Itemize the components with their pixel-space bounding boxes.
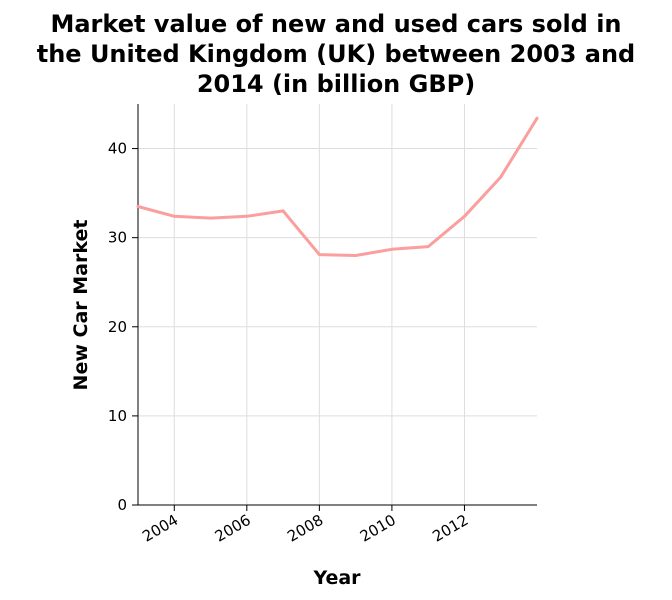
x-tick-label-2006: 2006: [212, 511, 254, 546]
data-point-2013: [499, 175, 503, 179]
y-tick-label-30: 30: [108, 229, 127, 247]
data-point-2007: [281, 209, 285, 213]
y-tick-label-40: 40: [108, 140, 127, 158]
x-tick-label-2010: 2010: [357, 511, 399, 546]
y-tick-label-10: 10: [108, 407, 127, 425]
x-axis-label: Year: [312, 567, 361, 589]
y-tick-label-20: 20: [108, 318, 127, 336]
series-layer: [136, 116, 539, 257]
data-point-2011: [426, 245, 430, 249]
y-tick-label-0: 0: [117, 496, 127, 514]
x-tick-label-2012: 2012: [429, 511, 471, 546]
data-point-2014: [535, 116, 539, 120]
data-point-2009: [354, 253, 358, 257]
data-point-2004: [172, 214, 176, 218]
x-tick-label-2008: 2008: [284, 511, 326, 546]
chart-title-line-3: 2014 (in billion GBP): [197, 70, 475, 98]
series-line-0: [136, 116, 539, 257]
data-point-2010: [390, 247, 394, 251]
x-tick-label-2004: 2004: [139, 511, 181, 546]
chart-title-line-1: Market value of new and used cars sold i…: [50, 10, 621, 38]
data-point-2005: [209, 216, 213, 220]
axes: 0 10 20 30 40 2004 2006 2008 2010 2012: [108, 104, 537, 546]
data-point-2012: [462, 214, 466, 218]
gridlines: [138, 104, 537, 506]
data-point-2008: [317, 253, 321, 257]
data-point-2006: [245, 214, 249, 218]
y-axis-label: New Car Market: [70, 220, 92, 391]
data-point-2003: [136, 204, 140, 208]
chart-title-line-2: the United Kingdom (UK) between 2003 and: [37, 40, 636, 68]
